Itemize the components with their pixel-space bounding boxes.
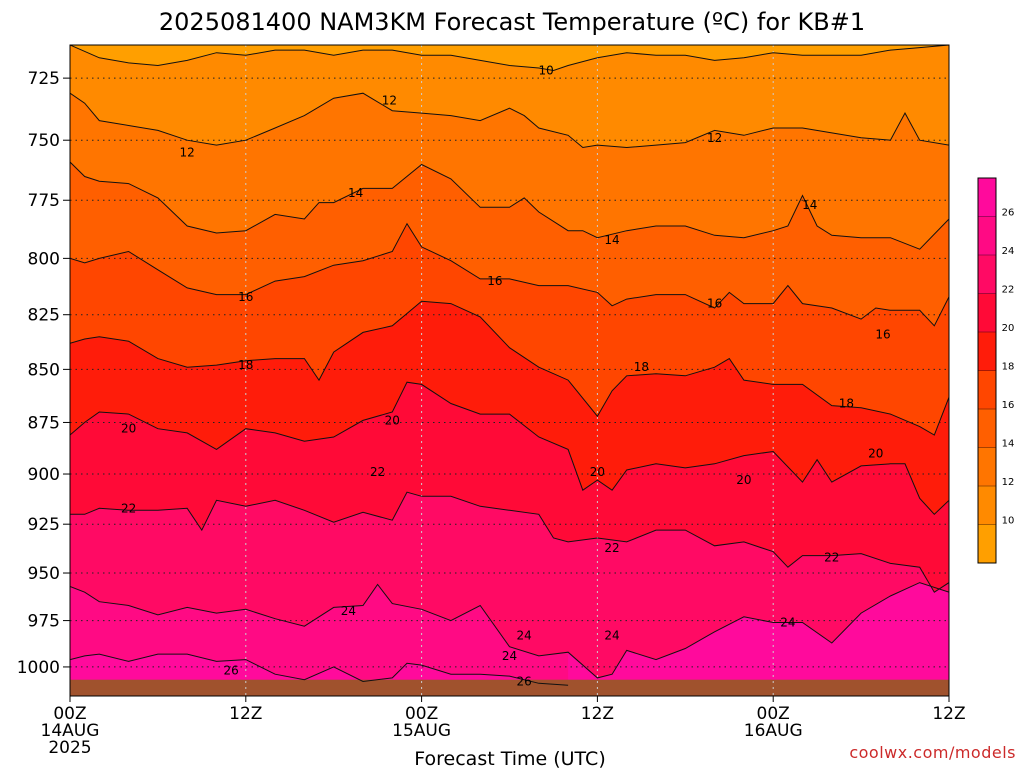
contour-label: 12 <box>707 131 722 145</box>
contour-label: 16 <box>487 274 502 288</box>
credit-text: coolwx.com/models <box>849 743 1016 762</box>
x-axis-label: Forecast Time (UTC) <box>414 748 605 768</box>
contour-label: 16 <box>707 297 722 311</box>
colorbar-swatch <box>978 216 996 256</box>
colorbar-tick-label: 22 <box>1002 285 1015 296</box>
contour-label: 12 <box>180 145 195 159</box>
colorbar-swatch <box>978 178 996 217</box>
contour-label: 18 <box>839 397 854 411</box>
isotherm-labels: 10 12 12 12 14 14 14 16 16 16 16 18 18 18 20 20 20 20 20 22… <box>121 64 891 689</box>
ground-rect <box>70 679 949 696</box>
y-tick-label: 975 <box>28 612 60 632</box>
contour-label: 20 <box>736 473 751 487</box>
contour-label: 22 <box>824 551 839 565</box>
colorbar-swatch <box>978 524 996 564</box>
x-tick-label: 00Z <box>53 704 86 724</box>
colorbar-swatch <box>978 255 996 294</box>
x-tick-label: 14AUG <box>41 721 100 741</box>
colorbar-tick-label: 12 <box>1002 477 1015 488</box>
contour-label: 24 <box>604 629 619 643</box>
colorbar-tick-label: 24 <box>1002 246 1015 257</box>
y-tick-label: 725 <box>28 69 60 89</box>
contour-label: 20 <box>385 413 400 427</box>
contour-label: 24 <box>517 629 532 643</box>
band-below-10 <box>70 45 949 71</box>
colorbar-swatch <box>978 447 996 487</box>
contour-label: 18 <box>238 358 253 372</box>
y-tick-label: 800 <box>28 249 60 269</box>
contour-label: 26 <box>224 664 239 678</box>
y-tick-label: 900 <box>28 465 60 485</box>
x-tick-label: 00Z <box>405 704 438 724</box>
contour-label: 10 <box>538 64 553 78</box>
isotherm-26 <box>70 653 569 686</box>
x-tick-label: 12Z <box>932 704 965 724</box>
colorbar-tick-label: 10 <box>1002 516 1015 527</box>
y-tick-label: 950 <box>28 564 60 584</box>
y-axis: 725 750 775 800 825 850 875 900 925 950 975 1000 <box>17 69 70 678</box>
chart-title: 2025081400 NAM3KM Forecast Temperature (… <box>159 8 865 36</box>
contour-label: 20 <box>590 465 605 479</box>
isotherm-18 <box>70 300 949 436</box>
temperature-bands <box>70 45 949 696</box>
contour-label: 20 <box>121 422 136 436</box>
y-tick-label: 825 <box>28 306 60 326</box>
isotherm-10 <box>70 45 949 72</box>
contour-label: 22 <box>604 541 619 555</box>
contour-label: 16 <box>875 328 890 342</box>
contour-label: 22 <box>370 465 385 479</box>
grid-lines <box>70 45 949 696</box>
x-tick-label: 16AUG <box>744 721 803 741</box>
isotherm-24 <box>70 582 949 679</box>
contour-label: 14 <box>604 233 619 247</box>
y-tick-label: 750 <box>28 131 60 151</box>
colorbar-swatch <box>978 486 996 525</box>
ground-layer <box>70 679 949 696</box>
isotherm-14 <box>70 161 949 250</box>
colorbar: 10 12 14 16 18 20 22 24 26 <box>977 177 1015 564</box>
contour-label: 12 <box>382 94 397 108</box>
y-tick-label: 1000 <box>17 658 60 678</box>
colorbar-swatch <box>978 293 996 333</box>
x-tick-label: 12Z <box>229 704 262 724</box>
colorbar-tick-label: 18 <box>1002 362 1015 373</box>
x-tick-label: 15AUG <box>392 721 451 741</box>
isotherm-12 <box>70 92 949 149</box>
contour-label: 24 <box>502 649 517 663</box>
y-tick-label: 925 <box>28 515 60 535</box>
contour-label: 18 <box>634 360 649 374</box>
isotherm-lines <box>70 45 949 686</box>
colorbar-swatch <box>978 370 996 410</box>
contour-label: 24 <box>780 615 795 629</box>
contour-label: 14 <box>802 198 817 212</box>
colorbar-swatch <box>978 332 996 371</box>
contour-label: 26 <box>517 675 532 689</box>
colorbar-swatch <box>978 409 996 448</box>
contour-label: 20 <box>868 447 883 461</box>
colorbar-tick-label: 26 <box>1002 208 1015 219</box>
contour-label: 16 <box>238 290 253 304</box>
colorbar-frame <box>977 177 997 564</box>
y-tick-label: 850 <box>28 360 60 380</box>
x-tick-label: 12Z <box>581 704 614 724</box>
y-tick-label: 875 <box>28 413 60 433</box>
contour-label: 24 <box>341 604 356 618</box>
isotherm-16 <box>70 222 949 327</box>
x-tick-label: 00Z <box>757 704 790 724</box>
colorbar-tick-label: 16 <box>1002 400 1015 411</box>
x-tick-label: 2025 <box>48 738 91 758</box>
plot-frame <box>69 44 950 697</box>
colorbar-tick-label: 14 <box>1002 439 1015 450</box>
contour-label: 22 <box>121 501 136 515</box>
isotherm-20 <box>70 381 949 516</box>
colorbar-tick-label: 20 <box>1002 323 1015 334</box>
band-below-12 <box>70 45 949 148</box>
isotherm-22 <box>70 491 949 593</box>
contour-label: 14 <box>348 186 363 200</box>
y-tick-label: 775 <box>28 191 60 211</box>
